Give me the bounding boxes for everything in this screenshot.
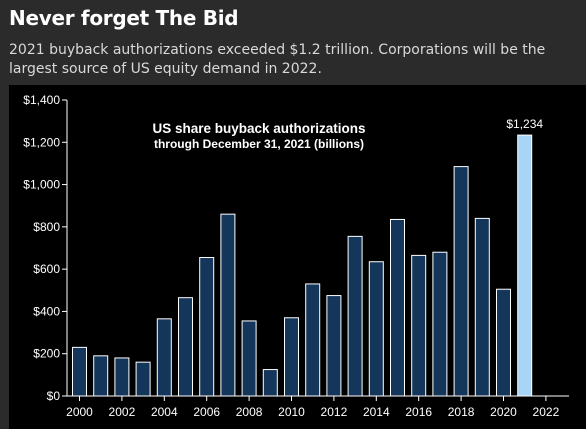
y-tick-label: $400 — [33, 304, 60, 318]
bar-2017 — [432, 251, 448, 397]
y-axis: $0 $200 $400 $600 $800 $1,000 $1,200 $1,400 — [23, 93, 68, 403]
y-tick-label: $600 — [33, 262, 60, 276]
bar-2010 — [284, 317, 299, 397]
y-tick-label: $1,000 — [23, 178, 60, 192]
bar-2006 — [199, 257, 215, 397]
x-tick-label: 2006 — [193, 405, 220, 419]
x-tick-label: 2002 — [109, 405, 136, 419]
x-tick-label: 2014 — [363, 405, 390, 419]
x-tick-label: 2018 — [448, 405, 475, 419]
bar-2018 — [453, 166, 469, 397]
x-tick-label: 2008 — [236, 405, 263, 419]
bar-2019 — [474, 217, 490, 397]
y-tick-label: $800 — [33, 220, 60, 234]
bar-2002 — [114, 357, 130, 397]
page-subtitle: 2021 buyback authorizations exceeded $1.… — [9, 42, 546, 77]
bar-2008 — [241, 320, 257, 397]
chart-title: US share buyback authorizations — [152, 121, 365, 136]
bar-2009 — [262, 369, 278, 397]
x-tick-label: 2020 — [490, 405, 517, 419]
bar-2015 — [390, 218, 405, 397]
buyback-bar-chart: $0 $200 $400 $600 $800 $1,000 $1,200 $1,400 200… — [23, 93, 569, 419]
bar-2016 — [411, 254, 427, 397]
bar-series — [72, 134, 533, 397]
bar-2001 — [93, 355, 109, 397]
bar-2020 — [496, 288, 511, 397]
data-labels: $1,234 — [506, 117, 543, 131]
x-axis: 2000 2002 2004 2006 2008 2010 2012 2014 2016 2018… — [66, 395, 569, 419]
data-label-2021: $1,234 — [506, 117, 543, 131]
bar-2004 — [156, 318, 172, 397]
bar-2013 — [347, 235, 363, 397]
page-title: Never forget The Bid — [9, 6, 239, 30]
chart-panel: $0 $200 $400 $600 $800 $1,000 $1,200 $1,400 200… — [9, 85, 586, 429]
chart-subtitle: through December 31, 2021 (billions) — [154, 137, 364, 151]
bar-2014 — [368, 261, 384, 397]
bar-2007 — [220, 213, 236, 397]
x-tick-label: 2012 — [321, 405, 348, 419]
y-tick-label: $200 — [33, 347, 60, 361]
bar-2005 — [178, 297, 193, 397]
x-tick-label: 2004 — [151, 405, 178, 419]
x-tick-label: 2022 — [533, 405, 560, 419]
y-tick-label: $1,200 — [23, 135, 60, 149]
bar-2021 — [517, 134, 533, 397]
bar-2003 — [135, 361, 151, 397]
y-tick-label: $1,400 — [23, 93, 60, 107]
bar-2000 — [72, 346, 87, 397]
y-tick-label: $0 — [47, 389, 61, 403]
x-tick-label: 2010 — [278, 405, 305, 419]
x-tick-label: 2016 — [405, 405, 432, 419]
bar-2011 — [305, 283, 321, 397]
x-tick-label: 2000 — [66, 405, 93, 419]
bar-2012 — [326, 295, 342, 397]
